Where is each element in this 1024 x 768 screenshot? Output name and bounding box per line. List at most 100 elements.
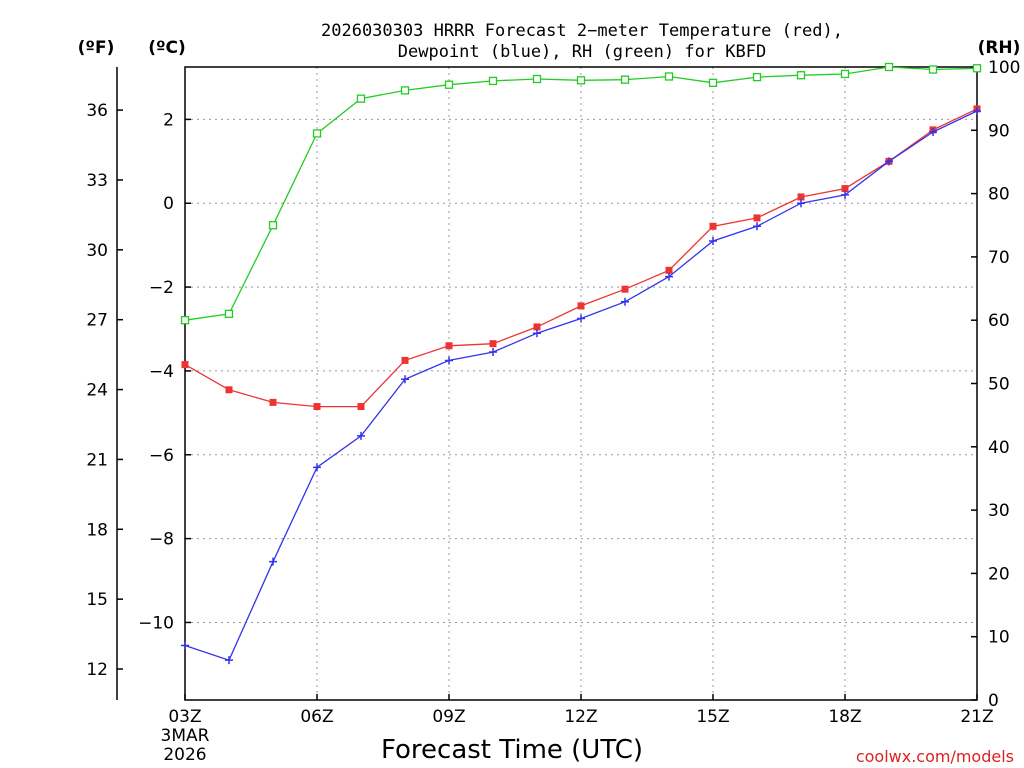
rh-tick-label: 10 bbox=[988, 628, 1010, 648]
dewpoint-point bbox=[313, 463, 321, 472]
x-tick-label: 12Z bbox=[564, 707, 597, 727]
x-tick-label: 06Z bbox=[300, 707, 333, 727]
x-tick-label: 18Z bbox=[828, 707, 861, 727]
temperature-point bbox=[665, 266, 673, 274]
gridlines bbox=[185, 67, 977, 700]
fahrenheit-tick-label: 12 bbox=[86, 660, 108, 680]
rh-point bbox=[312, 129, 322, 138]
dewpoint-point bbox=[181, 641, 189, 650]
rh-tick-label: 0 bbox=[988, 691, 999, 711]
rh-point bbox=[532, 74, 542, 84]
rh-point bbox=[664, 72, 674, 81]
rh-point bbox=[400, 86, 410, 95]
temperature-point bbox=[709, 222, 717, 230]
temperature-point bbox=[621, 285, 629, 293]
x-tick-label: 09Z bbox=[432, 707, 465, 727]
dewpoint-point bbox=[841, 190, 849, 199]
rh-point bbox=[576, 76, 586, 85]
temperature-point bbox=[797, 193, 805, 201]
rh-point bbox=[840, 69, 850, 79]
rh-point bbox=[884, 62, 894, 72]
fahrenheit-tick-label: 33 bbox=[86, 171, 108, 191]
temperature-point bbox=[753, 214, 761, 222]
rh-point bbox=[224, 309, 234, 319]
temperature-point bbox=[533, 323, 541, 331]
dewpoint-point bbox=[401, 375, 409, 384]
rh-tick-label: 80 bbox=[988, 185, 1010, 205]
rh-point bbox=[356, 94, 366, 103]
fahrenheit-tick-label: 36 bbox=[86, 101, 108, 121]
dewpoint-point bbox=[357, 431, 365, 440]
rh-tick-label: 50 bbox=[988, 375, 1010, 395]
rh-point bbox=[796, 71, 806, 80]
celsius-tick-label: −6 bbox=[149, 446, 174, 466]
x-tick-label: 15Z bbox=[696, 707, 729, 727]
temperature-point bbox=[313, 403, 321, 411]
temperature-point bbox=[489, 340, 497, 348]
dewpoint-point bbox=[797, 199, 805, 208]
credit-label: coolwx.com/models bbox=[856, 747, 1014, 766]
fahrenheit-tick-label: 21 bbox=[86, 450, 108, 470]
celsius-tick-label: −8 bbox=[149, 530, 174, 550]
dewpoint-point bbox=[269, 557, 277, 566]
rh-tick-label: 100 bbox=[988, 58, 1020, 78]
dewpoint-point bbox=[533, 329, 541, 338]
rh-point bbox=[444, 80, 454, 89]
temperature-point bbox=[181, 361, 189, 369]
rh-point bbox=[488, 76, 498, 86]
data-series bbox=[180, 62, 982, 665]
axes bbox=[116, 66, 978, 701]
celsius-tick-label: −10 bbox=[138, 613, 174, 633]
tick-labels: 36333027242118151220−2−4−6−8−10100908070… bbox=[86, 58, 1020, 765]
rh-point bbox=[972, 64, 982, 73]
celsius-unit-label: (ºC) bbox=[148, 38, 186, 58]
fahrenheit-tick-label: 30 bbox=[86, 241, 108, 261]
fahrenheit-unit-label: (ºF) bbox=[78, 38, 115, 58]
celsius-tick-label: −2 bbox=[149, 278, 174, 298]
temperature-point bbox=[841, 185, 849, 193]
x-tick-label: 03Z bbox=[168, 707, 201, 727]
celsius-tick-label: 2 bbox=[163, 110, 174, 130]
rh-unit-label: (RH) bbox=[978, 38, 1021, 58]
rh-tick-label: 40 bbox=[988, 438, 1010, 458]
rh-tick-label: 70 bbox=[988, 248, 1010, 268]
rh-tick-label: 30 bbox=[988, 501, 1010, 521]
dewpoint-point bbox=[621, 297, 629, 306]
rh-point bbox=[180, 316, 190, 325]
temperature-point bbox=[445, 342, 453, 350]
x-tick-label: 21Z bbox=[960, 707, 993, 727]
dewpoint-point bbox=[753, 222, 761, 231]
rh-point bbox=[708, 78, 718, 87]
rh-point bbox=[928, 65, 938, 74]
dewpoint-point bbox=[225, 656, 233, 665]
x-axis-label: Forecast Time (UTC) bbox=[381, 735, 643, 765]
dewpoint-point bbox=[445, 356, 453, 365]
rh-tick-label: 60 bbox=[988, 311, 1010, 331]
dewpoint-point bbox=[709, 236, 717, 245]
fahrenheit-tick-label: 18 bbox=[86, 520, 108, 540]
rh-tick-label: 20 bbox=[988, 564, 1010, 584]
dewpoint-point bbox=[665, 272, 673, 281]
fahrenheit-tick-label: 24 bbox=[86, 381, 108, 401]
rh-tick-label: 90 bbox=[988, 121, 1010, 141]
temperature-point bbox=[577, 302, 585, 310]
dewpoint-point bbox=[885, 157, 893, 166]
x-tick-date-label: 3MAR bbox=[161, 726, 210, 746]
temperature-point bbox=[269, 398, 277, 406]
temperature-point bbox=[225, 386, 233, 394]
fahrenheit-tick-label: 27 bbox=[86, 311, 108, 331]
chart-title: 2026030303 HRRR Forecast 2−meter Tempera… bbox=[321, 21, 843, 41]
temperature-point bbox=[401, 356, 409, 364]
dewpoint-point bbox=[577, 314, 585, 323]
dewpoint-point bbox=[973, 107, 981, 116]
x-tick-year-label: 2026 bbox=[163, 745, 206, 765]
chart-subtitle: Dewpoint (blue), RH (green) for KBFD bbox=[398, 42, 766, 62]
celsius-tick-label: 0 bbox=[163, 194, 174, 214]
rh-point bbox=[620, 75, 630, 84]
dewpoint-point bbox=[929, 127, 937, 136]
temperature-point bbox=[357, 403, 365, 411]
dewpoint-point bbox=[489, 348, 497, 357]
rh-point bbox=[268, 221, 278, 230]
rh-point bbox=[752, 72, 762, 82]
